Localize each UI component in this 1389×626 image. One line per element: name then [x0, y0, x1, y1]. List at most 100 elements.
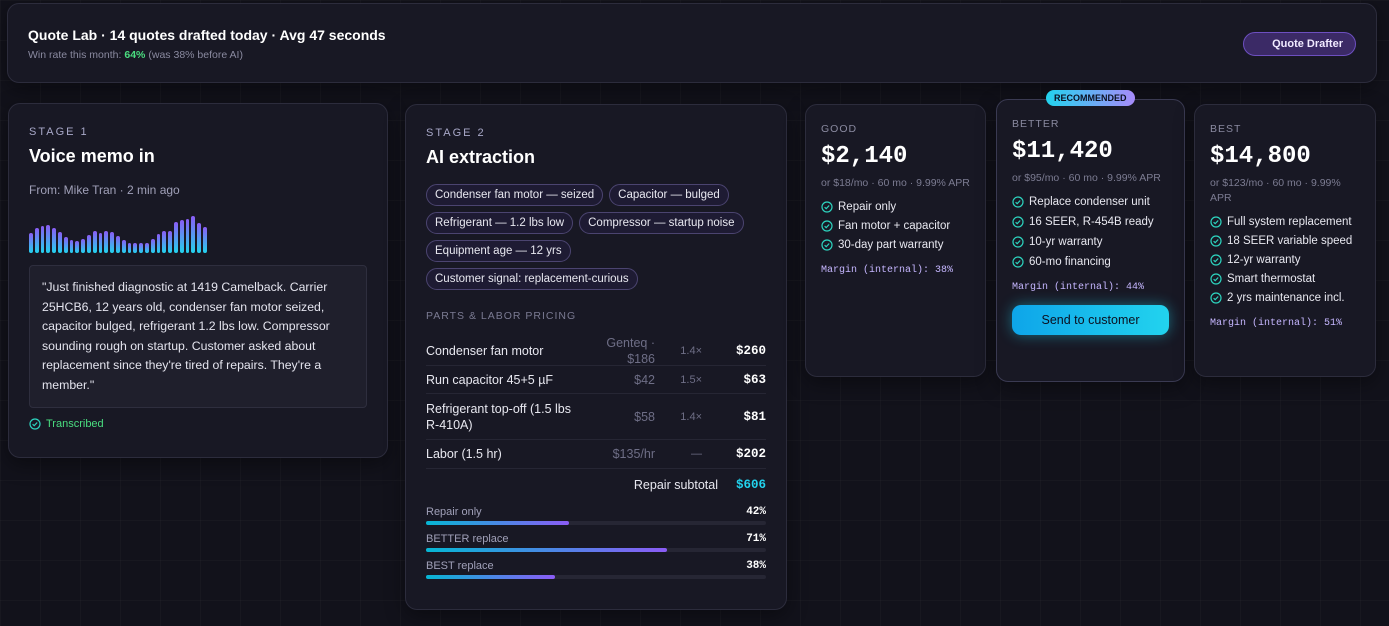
feature-list: Full system replacement 18 SEER variable …: [1210, 216, 1360, 304]
wave-bar: [139, 243, 143, 253]
tag: Capacitor — bulged: [609, 184, 729, 206]
stage1-card: STAGE 1 Voice memo in From: Mike Tran · 2 …: [8, 103, 388, 458]
tag: Condenser fan motor — seized: [426, 184, 604, 206]
wave-bar: [202, 227, 207, 253]
bar-track: [426, 575, 766, 579]
feature-text: 10-yr warranty: [1029, 236, 1103, 248]
tag-row: Customer signal: replacement-curious: [426, 268, 766, 296]
header-panel: Quote Lab · 14 quotes drafted today · Av…: [7, 3, 1377, 83]
feature-text: Full system replacement: [1227, 216, 1352, 228]
feature: 60-mo financing: [1012, 256, 1169, 268]
send-button[interactable]: Send to customer: [1012, 305, 1169, 335]
stage-title: Voice memo in: [29, 146, 155, 166]
feature-text: Replace condenser unit: [1029, 196, 1150, 208]
item-price: $81: [743, 409, 766, 424]
wave-bar: [168, 231, 172, 253]
feature-text: Smart thermostat: [1227, 273, 1316, 285]
tier-price: $11,420: [1012, 138, 1113, 165]
tier-card: GOOD $2,140 or $18/mo · 60 mo · 9.99% APR R…: [805, 104, 986, 377]
check-icon: [821, 201, 833, 213]
feature: Smart thermostat: [1210, 273, 1360, 285]
check-icon: [1210, 292, 1222, 304]
item-price: $202: [735, 447, 766, 461]
bar-text: BEST replace 38%: [426, 560, 766, 572]
wave-bar: [179, 220, 184, 253]
tier-label: GOOD: [821, 123, 858, 135]
bar-fill: [426, 548, 668, 552]
bar-value: 71%: [746, 533, 766, 545]
feature-list: Repair only Fan motor + capacitor 30-day p…: [821, 201, 970, 251]
quote-drafter-button[interactable]: Quote Drafter: [1243, 32, 1356, 56]
tier-financing: or $95/mo · 60 mo · 9.99% APR: [1012, 172, 1161, 184]
check-icon: [29, 418, 41, 430]
feature-text: 18 SEER variable speed: [1227, 235, 1353, 247]
tag: Customer signal: replacement-curious: [426, 268, 638, 290]
check-icon: [1012, 196, 1024, 208]
tier-margin: Margin (internal): 38%: [821, 265, 954, 276]
check-icon: [1210, 273, 1222, 285]
header-title: Quote Lab · 14 quotes drafted today · Av…: [28, 27, 386, 43]
feature-text: 16 SEER, R-454B ready: [1029, 216, 1154, 228]
wave-bar: [191, 216, 196, 253]
tier-card: RECOMMENDED BETTER $11,420 or $95/mo · 60 m…: [996, 90, 1185, 382]
subtotal-label: Repair subtotal: [633, 477, 718, 492]
tier-label: BEST: [1210, 123, 1242, 135]
tag-row: Equipment age — 12 yrs: [426, 240, 766, 268]
check-icon: [821, 220, 833, 232]
wave-bar: [81, 239, 85, 253]
item-cost: Genteq · $186: [606, 335, 655, 366]
check-icon: [1012, 256, 1024, 268]
wave-bar: [133, 243, 138, 253]
wave-bar: [52, 227, 56, 253]
stage2-card: STAGE 2 AI extraction Condenser fan motor …: [405, 104, 787, 610]
tag: Equipment age — 12 yrs: [426, 240, 571, 262]
item-name: Labor (1.5 hr): [426, 447, 502, 461]
feature-text: Fan motor + capacitor: [838, 220, 951, 232]
bar-value: 38%: [746, 560, 766, 572]
wave-bar: [29, 233, 33, 253]
check-icon: [1012, 236, 1024, 248]
tier-price: $14,800: [1210, 143, 1311, 170]
feature: Full system replacement: [1210, 216, 1360, 228]
wave-bar: [115, 235, 120, 253]
item-cost: $42: [634, 372, 655, 387]
feature-text: 60-mo financing: [1029, 256, 1111, 268]
tag: Refrigerant — 1.2 lbs low: [426, 212, 574, 234]
wave-bar: [69, 239, 74, 253]
price-row: Refrigerant top-off (1.5 lbs R-410A) $58 1…: [426, 394, 766, 440]
bar-fill: [426, 575, 556, 579]
wave-bar: [156, 234, 161, 253]
wave-bar: [162, 231, 167, 253]
win-rate: 64%: [124, 49, 146, 61]
feature: Replace condenser unit: [1012, 196, 1169, 208]
feature: 16 SEER, R-454B ready: [1012, 216, 1169, 228]
wave-bar: [144, 243, 149, 253]
price-row: Run capacitor 45+5 µF $42 1.5× $63: [426, 366, 766, 394]
feature: 10-yr warranty: [1012, 236, 1169, 248]
item-name: Condenser fan motor: [426, 343, 544, 358]
tier-price: $2,140: [821, 143, 908, 170]
check-icon: [1210, 235, 1222, 247]
tier-label: BETTER: [1012, 118, 1060, 130]
bar-text: Repair only 42%: [426, 506, 766, 518]
feature-text: 12-yr warranty: [1227, 254, 1301, 266]
wave-bar: [46, 225, 51, 253]
wave-bar: [75, 240, 80, 253]
stage-title: AI extraction: [426, 147, 536, 167]
item-multiplier: 1.5×: [680, 373, 702, 386]
wave-bar: [57, 231, 62, 253]
check-icon: [1210, 254, 1222, 266]
feature: 30-day part warranty: [821, 239, 970, 251]
bar-fill: [426, 521, 569, 525]
item-price: $63: [743, 372, 766, 387]
price-row: Condenser fan motor Genteq · $186 1.4× $260: [426, 336, 766, 366]
bar-value: 42%: [746, 506, 766, 518]
waveform: [29, 209, 367, 253]
bar-label: BETTER replace: [426, 533, 509, 545]
tag: Compressor — startup noise: [579, 212, 744, 234]
tag-row: Refrigerant — 1.2 lbs low Compressor — st…: [426, 212, 766, 240]
recommended-badge: RECOMMENDED: [1046, 90, 1135, 106]
status: Transcribed: [29, 418, 367, 430]
feature: 18 SEER variable speed: [1210, 235, 1360, 247]
